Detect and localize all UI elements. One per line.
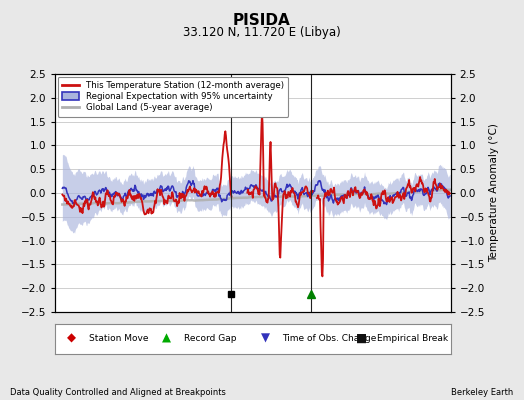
Text: PISIDA: PISIDA [233, 13, 291, 28]
Text: Station Move: Station Move [89, 334, 148, 343]
Legend: This Temperature Station (12-month average), Regional Expectation with 95% uncer: This Temperature Station (12-month avera… [58, 76, 288, 116]
Text: ▼: ▼ [261, 332, 270, 345]
Text: ▲: ▲ [162, 332, 171, 345]
Text: ◆: ◆ [67, 332, 76, 345]
Text: Time of Obs. Change: Time of Obs. Change [282, 334, 377, 343]
Text: ■: ■ [356, 332, 367, 345]
Text: Empirical Break: Empirical Break [377, 334, 449, 343]
Y-axis label: Temperature Anomaly (°C): Temperature Anomaly (°C) [489, 124, 499, 262]
Text: 33.120 N, 11.720 E (Libya): 33.120 N, 11.720 E (Libya) [183, 26, 341, 39]
Text: Berkeley Earth: Berkeley Earth [451, 388, 514, 397]
Text: Record Gap: Record Gap [183, 334, 236, 343]
Text: Data Quality Controlled and Aligned at Breakpoints: Data Quality Controlled and Aligned at B… [10, 388, 226, 397]
